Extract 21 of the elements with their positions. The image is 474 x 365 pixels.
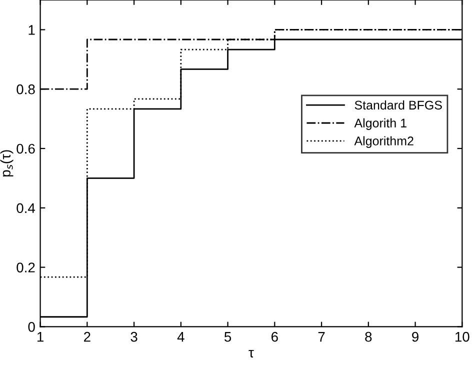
y-tick-label: 0.6 (16, 144, 35, 154)
legend-label: Algorith 1 (354, 118, 406, 130)
x-tick-label: 9 (412, 332, 418, 342)
y-tick-label: 0 (28, 322, 35, 332)
legend-label: Algorithm2 (354, 136, 414, 148)
x-axis-title: τ (248, 350, 254, 358)
x-tick-label: 2 (84, 332, 90, 342)
y-tick-label: 0.4 (16, 203, 36, 214)
x-tick-label: 10 (455, 332, 470, 342)
x-tick-label: 6 (272, 332, 278, 342)
y-tick-label: 0.2 (16, 262, 35, 272)
x-tick-label: 8 (365, 332, 372, 342)
x-tick-label: 4 (177, 332, 184, 342)
y-tick-label: 0.8 (16, 84, 35, 94)
x-tick-label: 1 (37, 332, 44, 342)
y-axis-title: p$_{s}$(τ) (0, 150, 14, 176)
y-tick-label: 1 (28, 25, 35, 35)
legend-label: Standard BFGS (354, 100, 442, 110)
x-tick-label: 5 (224, 332, 232, 342)
x-tick-label: 3 (130, 332, 138, 342)
x-tick-label: 7 (318, 332, 325, 342)
